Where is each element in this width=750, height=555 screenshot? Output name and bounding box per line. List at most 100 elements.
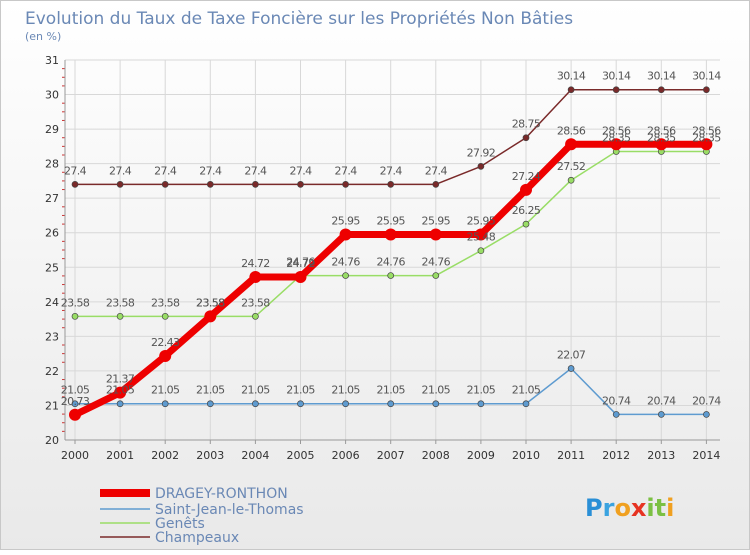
data-label-champeaux: 28.75 [512,118,541,131]
data-label-genets: 25.48 [467,231,496,244]
data-label-genets: 28.35 [602,132,631,145]
data-label-saint-jean-le-thomas: 21.05 [422,384,451,397]
data-label-genets: 28.35 [692,132,721,145]
legend: DRAGEY-RONTHONSaint-Jean-le-ThomasGenêts… [100,486,304,546]
data-point-champeaux [612,86,620,94]
data-label-genets: 23.58 [196,296,225,309]
data-point-dragey-ronthon [339,228,352,241]
y-tick-label: 21 [45,399,59,412]
logo-letter: r [603,494,615,522]
data-label-dragey-ronthon: 28.56 [557,124,586,137]
data-label-dragey-ronthon: 24.72 [286,257,315,270]
y-tick-label: 24 [45,296,59,309]
data-point-saint-jean-le-thomas [206,400,214,408]
data-point-genets [522,220,530,228]
data-point-dragey-ronthon [204,310,217,323]
x-tick-label: 2004 [241,449,269,462]
data-point-champeaux [703,86,710,94]
x-tick-label: 2010 [512,449,540,462]
x-tick-label: 2014 [692,449,720,462]
data-point-saint-jean-le-thomas [612,411,620,418]
x-tick-label: 2006 [332,449,360,462]
data-label-champeaux: 30.14 [647,70,676,83]
logo-letter: i [646,494,654,522]
data-point-saint-jean-le-thomas [342,400,349,408]
data-label-dragey-ronthon: 28.56 [602,124,631,137]
proxiti-logo: Proxiti [585,494,674,522]
x-tick-label: 2012 [602,449,630,462]
data-label-saint-jean-le-thomas: 21.05 [196,384,225,397]
data-label-saint-jean-le-thomas: 21.05 [286,384,315,397]
x-tick-label: 2002 [151,449,179,462]
data-label-dragey-ronthon: 24.72 [241,257,270,270]
data-label-dragey-ronthon: 25.95 [376,214,405,227]
data-point-champeaux [342,181,349,188]
data-point-champeaux [252,181,259,188]
data-point-champeaux [387,181,395,188]
logo-letter: P [585,494,603,522]
x-tick-label: 2001 [106,449,134,462]
data-point-genets [432,272,440,279]
data-label-saint-jean-le-thomas: 21.05 [376,384,405,397]
y-tick-label: 28 [45,158,59,171]
data-label-champeaux: 27.92 [467,146,496,159]
data-point-dragey-ronthon [429,228,442,241]
x-tick-label: 2000 [61,449,89,462]
data-label-genets: 23.58 [241,296,270,309]
data-label-champeaux: 30.14 [602,70,631,83]
data-point-saint-jean-le-thomas [703,411,710,418]
logo-text: Proxiti [585,494,674,522]
data-label-genets: 23.58 [106,296,135,309]
y-tick-label: 30 [45,89,59,102]
data-point-genets [71,312,79,320]
data-label-dragey-ronthon: 22.43 [151,336,180,349]
data-point-genets [116,312,124,320]
data-label-saint-jean-le-thomas: 22.07 [557,348,586,361]
chart-title: Evolution du Taux de Taxe Foncière sur l… [25,9,573,29]
data-label-dragey-ronthon: 28.56 [692,124,721,137]
data-label-champeaux: 27.4 [380,164,403,177]
x-tick-label: 2008 [422,449,450,462]
data-point-dragey-ronthon [294,270,307,283]
data-point-dragey-ronthon [565,138,578,151]
x-tick-label: 2007 [377,449,405,462]
data-label-saint-jean-le-thomas: 21.05 [241,384,270,397]
data-point-saint-jean-le-thomas [161,400,169,408]
data-point-saint-jean-le-thomas [432,400,440,408]
data-point-genets [567,176,575,184]
data-label-saint-jean-le-thomas: 21.05 [512,384,541,397]
data-point-saint-jean-le-thomas [567,365,575,372]
data-point-champeaux [116,181,124,188]
legend-label: Champeaux [155,530,239,546]
data-label-genets: 23.58 [151,296,180,309]
data-point-saint-jean-le-thomas [387,400,395,408]
data-point-champeaux [432,181,440,188]
data-label-champeaux: 27.4 [64,164,87,177]
data-label-genets: 27.52 [557,160,586,173]
data-label-saint-jean-le-thomas: 21.05 [106,384,135,397]
y-tick-label: 27 [45,192,59,205]
y-tick-label: 31 [45,54,59,67]
data-point-champeaux [206,181,214,188]
data-point-dragey-ronthon [655,138,668,151]
data-label-dragey-ronthon: 23.58 [196,296,225,309]
data-label-champeaux: 27.4 [425,164,448,177]
y-tick-label: 22 [45,365,59,378]
data-label-saint-jean-le-thomas: 21.05 [61,384,90,397]
data-point-champeaux [71,181,79,188]
data-label-dragey-ronthon: 20.73 [61,395,90,408]
data-label-champeaux: 27.4 [244,164,267,177]
data-point-dragey-ronthon [610,138,623,151]
data-label-saint-jean-le-thomas: 20.74 [602,394,631,407]
data-label-genets: 28.35 [647,132,676,145]
data-point-saint-jean-le-thomas [116,400,124,408]
data-point-saint-jean-le-thomas [477,400,485,408]
data-label-saint-jean-le-thomas: 20.74 [647,394,676,407]
data-label-genets: 23.58 [61,296,90,309]
data-point-dragey-ronthon [520,183,532,196]
data-point-genets [387,272,395,279]
data-point-dragey-ronthon [159,350,172,363]
data-label-champeaux: 27.4 [289,164,312,177]
